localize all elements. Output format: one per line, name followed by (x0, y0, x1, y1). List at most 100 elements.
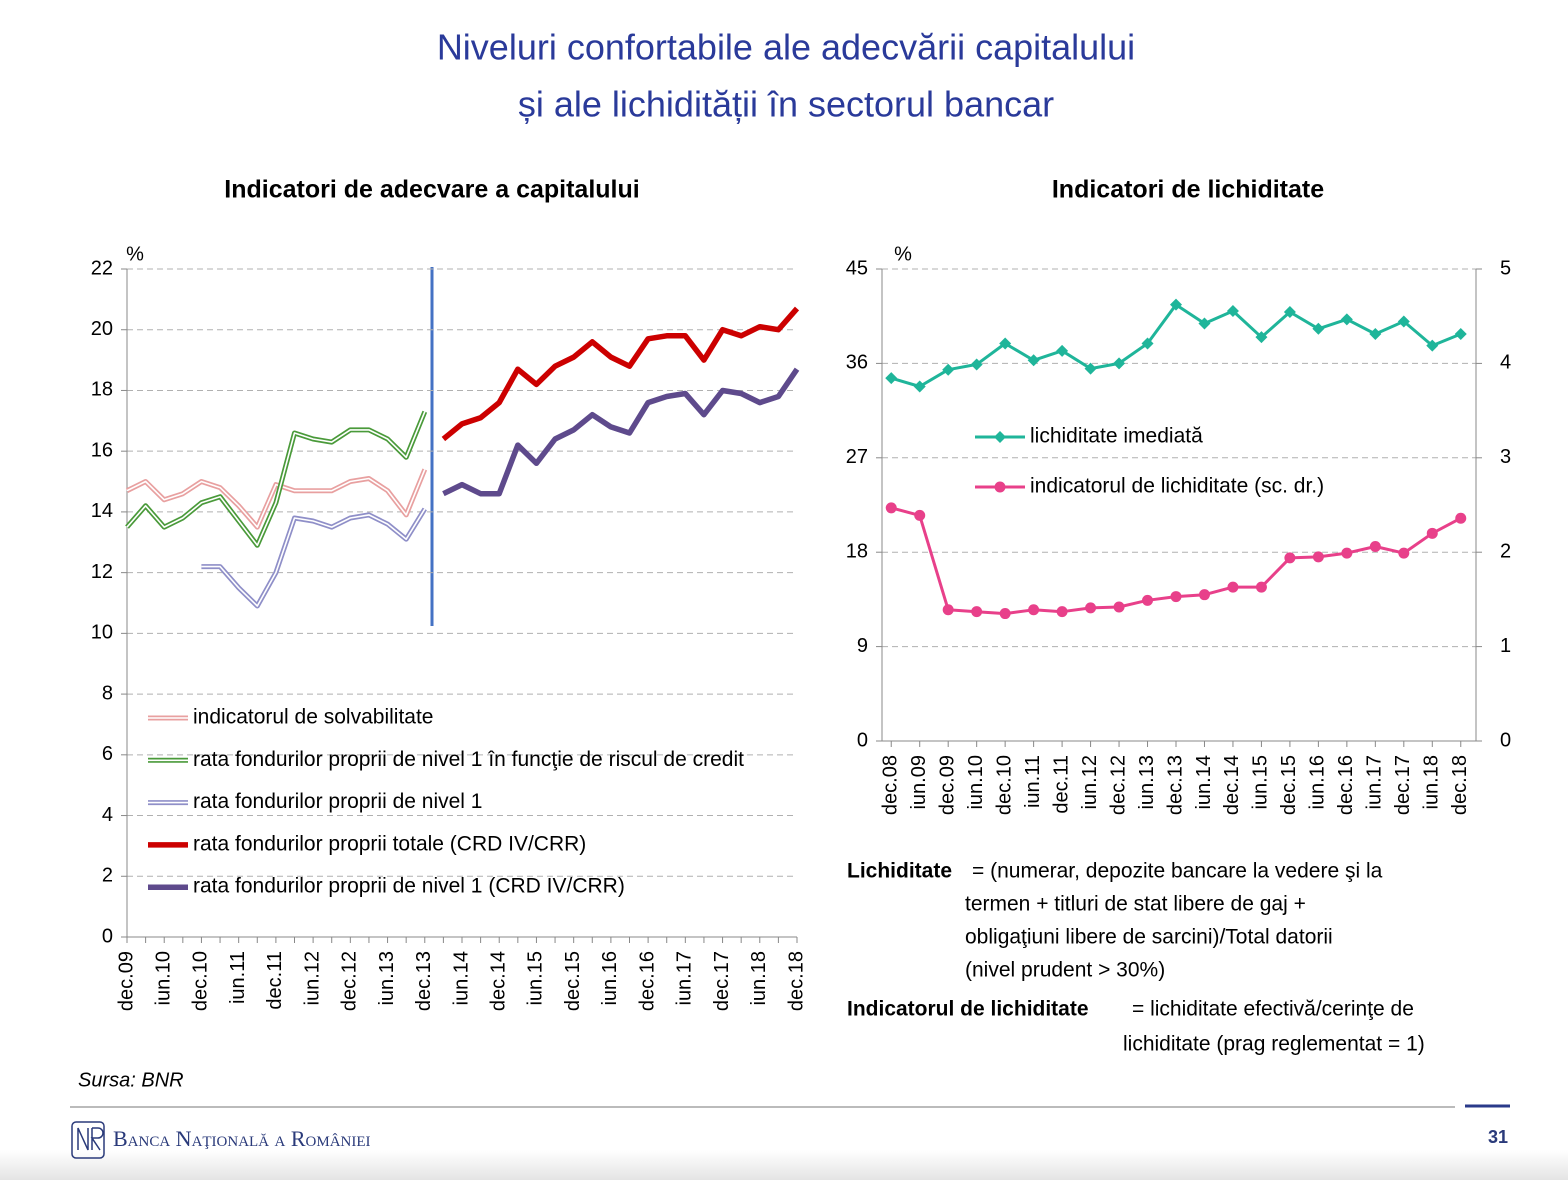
y-tick-label: 18 (91, 379, 113, 401)
y-tick-label: 16 (91, 439, 113, 461)
legend-label: rata fondurilor proprii de nivel 1 (CRD … (193, 875, 625, 898)
y2-tick-label: 3 (1500, 446, 1511, 468)
x-tick-label: dec.13 (413, 951, 435, 1011)
slide-title: și ale lichidității în sectorul bancar (518, 84, 1054, 125)
point (1141, 337, 1154, 350)
point (971, 606, 983, 618)
x-tick-label: dec.13 (1164, 755, 1186, 815)
point (1085, 602, 1097, 614)
x-tick-label: iun.16 (1307, 755, 1329, 810)
point (1397, 315, 1410, 328)
x-tick-label: dec.11 (264, 951, 286, 1010)
x-tick-label: dec.09 (936, 755, 958, 815)
point (1170, 298, 1182, 311)
y-tick-label: 0 (857, 729, 868, 751)
y2-tick-label: 5 (1500, 257, 1511, 279)
legend-label: indicatorul de solvabilitate (193, 706, 433, 729)
note-term: Indicatorul de lichiditate (847, 998, 1089, 1021)
page-number: 31 (1488, 1127, 1508, 1147)
point (1113, 357, 1126, 370)
x-tick-label: dec.14 (488, 951, 510, 1011)
y-tick-label: 9 (857, 635, 868, 657)
series (125, 410, 428, 548)
x-tick-label: dec.16 (1335, 755, 1357, 815)
point (1426, 339, 1439, 352)
x-tick-label: iun.13 (1136, 755, 1158, 810)
x-tick-label: iun.16 (599, 951, 621, 1006)
x-tick-label: dec.08 (880, 755, 902, 815)
y-unit: % (894, 243, 912, 265)
point (1312, 322, 1325, 335)
point (1426, 527, 1438, 539)
line (125, 410, 428, 548)
legend-marker (994, 481, 1006, 493)
x-tick-label: iun.17 (1364, 755, 1386, 810)
y-tick-label: 18 (846, 540, 868, 562)
x-tick-label: dec.11 (1050, 755, 1072, 814)
point (1369, 541, 1381, 553)
x-tick-label: iun.09 (908, 755, 930, 810)
series (201, 507, 427, 609)
x-tick-label: iun.14 (450, 951, 472, 1006)
y-tick-label: 22 (91, 257, 113, 279)
x-tick-label: iun.18 (748, 951, 770, 1006)
y-tick-label: 6 (102, 743, 113, 765)
point (970, 358, 983, 371)
point (1284, 552, 1296, 564)
slide-title: Niveluri confortabile ale adecvării capi… (437, 27, 1135, 68)
line-inner (126, 411, 426, 547)
y-tick-label: 4 (102, 804, 113, 826)
y-tick-label: 12 (91, 561, 113, 583)
y2-tick-label: 1 (1500, 635, 1511, 657)
point (1341, 547, 1353, 559)
x-tick-label: iun.11 (227, 951, 249, 1004)
x-tick-label: dec.18 (785, 951, 807, 1011)
x-tick-label: iun.10 (965, 755, 987, 810)
y2-tick-label: 2 (1500, 540, 1511, 562)
x-tick-label: dec.17 (1392, 755, 1414, 815)
series (885, 502, 1467, 620)
series (885, 298, 1467, 393)
line-inner (126, 469, 426, 528)
point (885, 502, 897, 514)
point (1227, 581, 1239, 593)
point (942, 604, 954, 616)
x-tick-label: dec.12 (1107, 755, 1129, 815)
note-text: = lichiditate efectivă/cerinţe de (1132, 998, 1414, 1021)
point (1028, 604, 1040, 616)
x-tick-label: dec.14 (1221, 755, 1243, 815)
source: Sursa: BNR (78, 1069, 184, 1091)
legend-marker (994, 431, 1006, 443)
y-tick-label: 14 (91, 500, 113, 522)
point (1455, 512, 1467, 524)
line (890, 303, 1462, 388)
y-tick-label: 2 (102, 865, 113, 887)
chart-title: Indicatori de lichiditate (1052, 176, 1324, 204)
x-tick-label: iun.14 (1193, 755, 1215, 810)
x-tick-label: iun.15 (525, 951, 547, 1006)
legend-label: rata fondurilor proprii totale (CRD IV/C… (193, 832, 586, 855)
legend-label: indicatorul de lichiditate (sc. dr.) (1030, 475, 1324, 498)
point (913, 380, 926, 393)
y-tick-label: 27 (846, 446, 868, 468)
x-tick-label: dec.10 (993, 755, 1015, 815)
point (1312, 551, 1324, 563)
point (1056, 606, 1068, 618)
x-tick-label: dec.17 (711, 951, 733, 1011)
point (1142, 594, 1154, 606)
x-tick-label: iun.11 (1022, 755, 1044, 808)
point (1198, 317, 1211, 330)
x-tick-label: iun.12 (301, 951, 323, 1006)
point (1113, 601, 1125, 613)
series (125, 468, 428, 530)
note-term: Lichiditate (847, 860, 952, 883)
point (1056, 344, 1069, 357)
note-text: termen + titluri de stat libere de gaj + (965, 893, 1306, 916)
bank-name: Banca Naţională a României (113, 1126, 371, 1151)
note-text: = (numerar, depozite bancare la vedere ş… (972, 860, 1383, 883)
point (942, 363, 955, 376)
legend-label: rata fondurilor proprii de nivel 1 în fu… (193, 748, 744, 771)
y-tick-label: 45 (846, 257, 868, 279)
